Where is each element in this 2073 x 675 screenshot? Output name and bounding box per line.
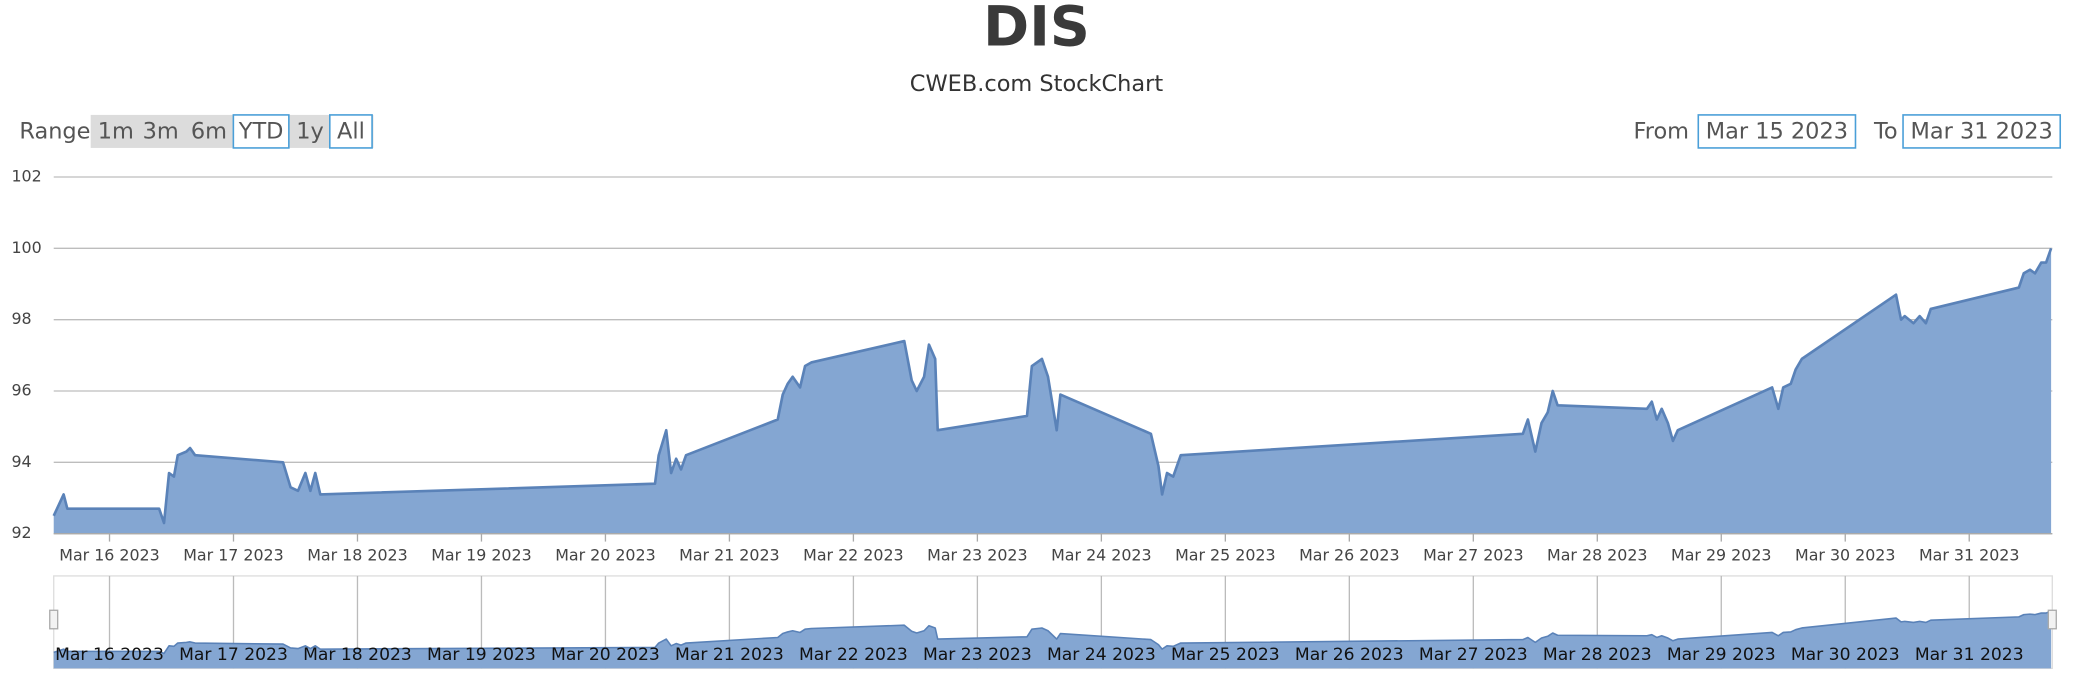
navigator-tick-label: Mar 24 2023 <box>1047 645 1156 665</box>
x-tick-label: Mar 25 2023 <box>1175 546 1275 565</box>
range-button-label[interactable]: All <box>337 119 365 145</box>
y-tick-label: 102 <box>11 167 41 186</box>
price-area <box>53 248 2052 534</box>
navigator-tick-label: Mar 18 2023 <box>303 645 412 665</box>
x-tick-label: Mar 16 2023 <box>59 546 159 565</box>
navigator-tick-label: Mar 29 2023 <box>1667 645 1776 665</box>
x-tick-label: Mar 23 2023 <box>927 546 1027 565</box>
navigator-line <box>53 610 2052 655</box>
x-tick-label: Mar 24 2023 <box>1051 546 1151 565</box>
x-tick-label: Mar 26 2023 <box>1299 546 1399 565</box>
range-label: Range <box>19 119 90 145</box>
y-tick-label: 96 <box>11 380 31 399</box>
navigator-tick-label: Mar 22 2023 <box>799 645 908 665</box>
x-tick-label: Mar 22 2023 <box>803 546 903 565</box>
range-button-label[interactable]: 1y <box>296 119 324 145</box>
from-label: From <box>1633 119 1689 145</box>
from-input[interactable] <box>1697 114 1857 149</box>
navigator-tick-label: Mar 28 2023 <box>1543 645 1652 665</box>
to-value[interactable]: Mar 31 2023 <box>1910 119 2052 145</box>
range-button[interactable] <box>232 114 290 149</box>
y-tick-label: 100 <box>11 238 41 257</box>
x-tick-label: Mar 21 2023 <box>679 546 779 565</box>
navigator-tick-label: Mar 21 2023 <box>675 645 784 665</box>
x-tick-label: Mar 29 2023 <box>1671 546 1771 565</box>
range-bar <box>90 114 374 148</box>
navigator-tick-label: Mar 30 2023 <box>1791 645 1900 665</box>
x-tick-label: Mar 31 2023 <box>1919 546 2019 565</box>
x-tick-label: Mar 20 2023 <box>555 546 655 565</box>
navigator-tick-label: Mar 25 2023 <box>1171 645 1280 665</box>
y-tick-label: 92 <box>11 523 31 542</box>
navigator-tick-label: Mar 26 2023 <box>1295 645 1404 665</box>
range-button-label[interactable]: 1m <box>98 119 134 145</box>
navigator-area <box>53 610 2052 669</box>
x-tick-label: Mar 30 2023 <box>1795 546 1895 565</box>
navigator-tick-label: Mar 31 2023 <box>1915 645 2024 665</box>
navigator-tick-label: Mar 17 2023 <box>179 645 288 665</box>
x-tick-label: Mar 17 2023 <box>183 546 283 565</box>
y-tick-label: 98 <box>11 309 31 328</box>
y-tick-label: 94 <box>11 452 31 471</box>
range-buttons: 1m 3m 6m YTD 1y All <box>98 114 373 149</box>
chart-subtitle: CWEB.com StockChart <box>910 71 1164 97</box>
navigator-tick-label: Mar 16 2023 <box>55 645 164 665</box>
price-line <box>52 247 2053 525</box>
range-button[interactable] <box>329 114 373 149</box>
to-label: To <box>1873 119 1898 145</box>
x-tick-label: Mar 28 2023 <box>1547 546 1647 565</box>
navigator-handle[interactable] <box>2047 609 2057 630</box>
x-tick-label: Mar 18 2023 <box>307 546 407 565</box>
navigator-tick-label: Mar 20 2023 <box>551 645 660 665</box>
navigator-tick-label: Mar 27 2023 <box>1419 645 1528 665</box>
x-tick-label: Mar 27 2023 <box>1423 546 1523 565</box>
from-value[interactable]: Mar 15 2023 <box>1706 119 1848 145</box>
navigator-handle[interactable] <box>49 609 59 630</box>
x-tick-label: Mar 19 2023 <box>431 546 531 565</box>
range-button-label[interactable]: 6m <box>191 119 227 145</box>
chart-title: DIS <box>983 0 1090 60</box>
range-button-label[interactable]: YTD <box>238 119 284 145</box>
to-input[interactable] <box>1902 114 2062 149</box>
navigator-tick-label: Mar 23 2023 <box>923 645 1032 665</box>
navigator-tick-label: Mar 19 2023 <box>427 645 536 665</box>
range-button-label[interactable]: 3m <box>143 119 179 145</box>
